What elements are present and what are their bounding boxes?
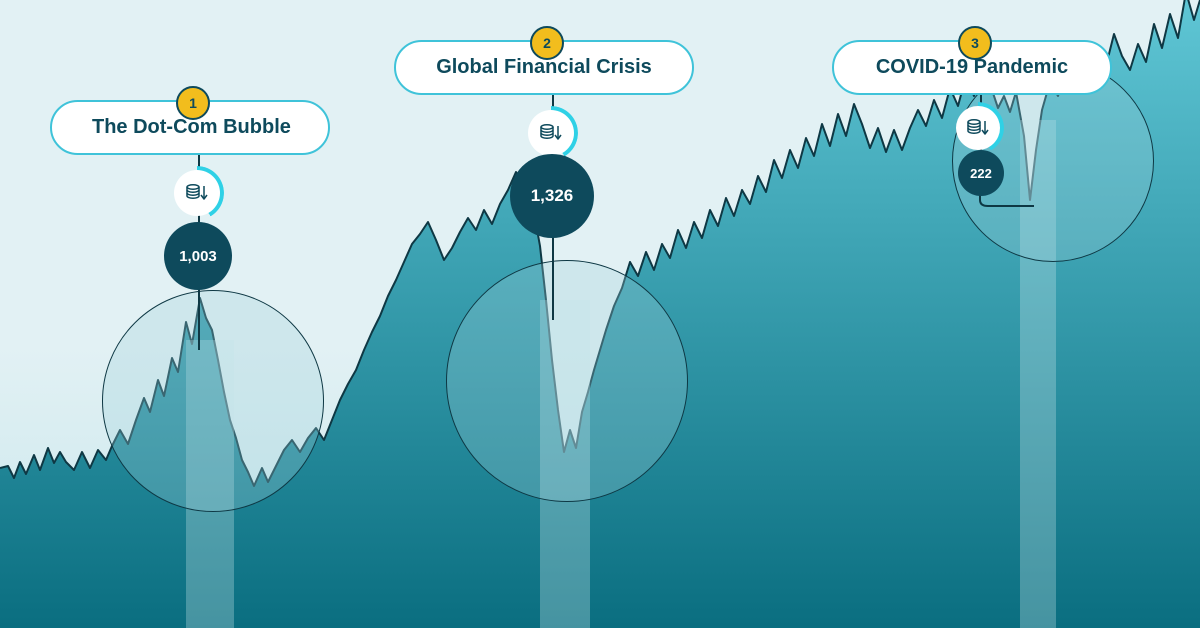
- market-crashes-chart: The Dot-Com Bubble1 1,003Global Financia…: [0, 0, 1200, 628]
- covid-value-bubble: 222: [958, 150, 1004, 196]
- covid-coins-down-icon: [956, 106, 1000, 150]
- covid-number-text: 3: [971, 35, 979, 51]
- covid-value-text: 222: [970, 166, 992, 181]
- covid-number-badge: 3: [958, 26, 992, 60]
